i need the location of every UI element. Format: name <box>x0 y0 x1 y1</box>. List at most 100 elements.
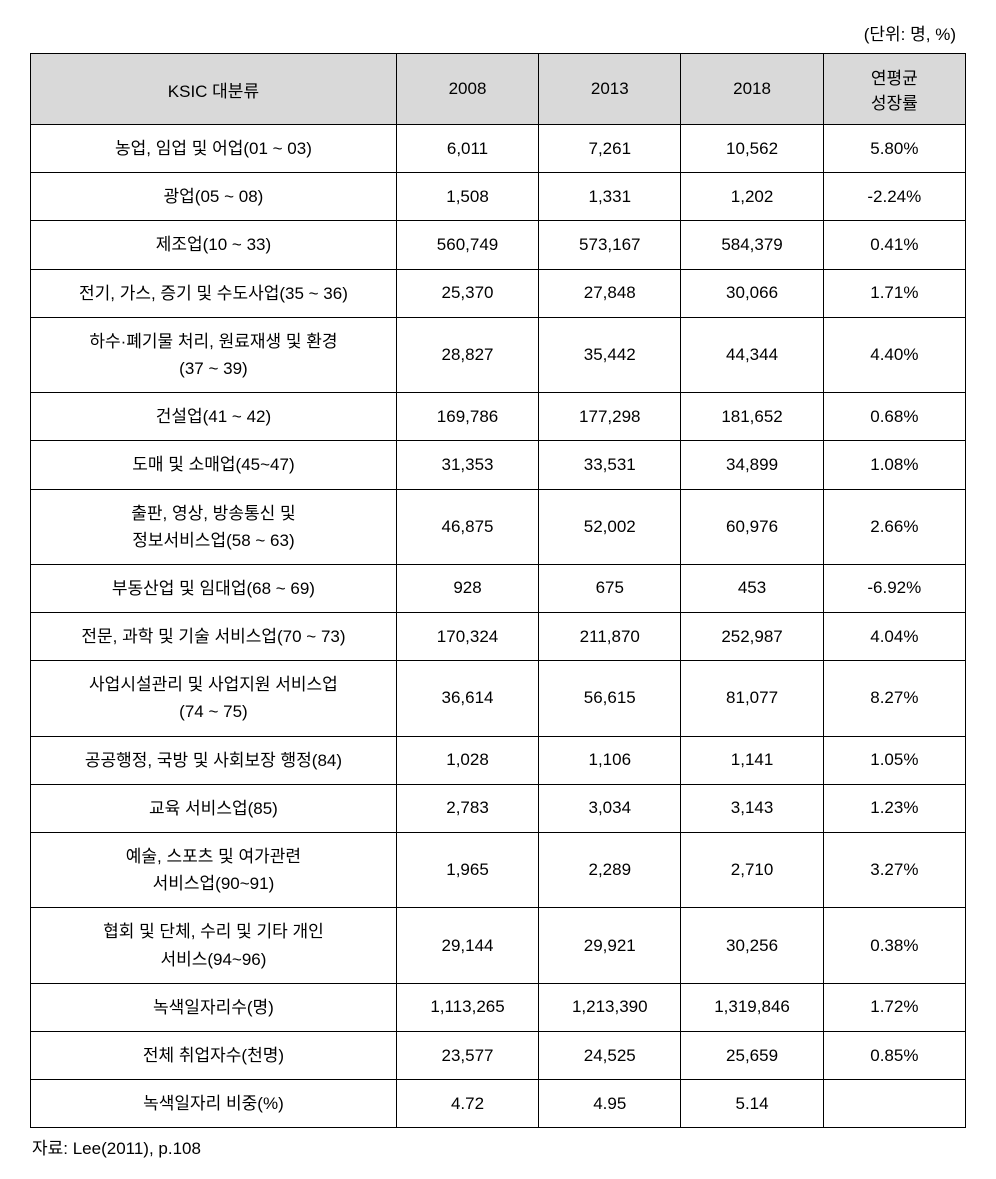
unit-label: (단위: 명, %) <box>30 20 966 45</box>
table-row: 제조업(10 ~ 33)560,749573,167584,3790.41% <box>31 221 966 269</box>
value-cell: 30,066 <box>681 269 823 317</box>
value-cell: 4.72 <box>396 1080 538 1128</box>
value-cell: 24,525 <box>539 1031 681 1079</box>
value-cell: 0.68% <box>823 393 965 441</box>
value-cell: 1.72% <box>823 983 965 1031</box>
table-row: 전기, 가스, 증기 및 수도사업(35 ~ 36)25,37027,84830… <box>31 269 966 317</box>
value-cell: 3,143 <box>681 784 823 832</box>
value-cell: 928 <box>396 564 538 612</box>
value-cell: 8.27% <box>823 661 965 736</box>
value-cell: 36,614 <box>396 661 538 736</box>
value-cell: 60,976 <box>681 489 823 564</box>
table-row: 공공행정, 국방 및 사회보장 행정(84)1,0281,1061,1411.0… <box>31 736 966 784</box>
category-cell: 전문, 과학 및 기술 서비스업(70 ~ 73) <box>31 613 397 661</box>
table-row: 하수·폐기물 처리, 원료재생 및 환경(37 ~ 39)28,82735,44… <box>31 317 966 392</box>
table-row: 부동산업 및 임대업(68 ~ 69)928675453-6.92% <box>31 564 966 612</box>
value-cell: 584,379 <box>681 221 823 269</box>
col-header-growth: 연평균성장률 <box>823 54 965 125</box>
value-cell: 52,002 <box>539 489 681 564</box>
value-cell: 44,344 <box>681 317 823 392</box>
value-cell <box>823 1080 965 1128</box>
table-row: 도매 및 소매업(45~47)31,35333,53134,8991.08% <box>31 441 966 489</box>
category-cell: 전기, 가스, 증기 및 수도사업(35 ~ 36) <box>31 269 397 317</box>
value-cell: 560,749 <box>396 221 538 269</box>
value-cell: 2,289 <box>539 833 681 908</box>
category-cell: 전체 취업자수(천명) <box>31 1031 397 1079</box>
value-cell: 27,848 <box>539 269 681 317</box>
value-cell: 46,875 <box>396 489 538 564</box>
value-cell: 31,353 <box>396 441 538 489</box>
value-cell: 33,531 <box>539 441 681 489</box>
value-cell: 170,324 <box>396 613 538 661</box>
table-row: 사업시설관리 및 사업지원 서비스업(74 ~ 75)36,61456,6158… <box>31 661 966 736</box>
value-cell: 169,786 <box>396 393 538 441</box>
table-row: 녹색일자리 비중(%)4.724.955.14 <box>31 1080 966 1128</box>
category-cell: 하수·폐기물 처리, 원료재생 및 환경(37 ~ 39) <box>31 317 397 392</box>
value-cell: 4.04% <box>823 613 965 661</box>
category-cell: 공공행정, 국방 및 사회보장 행정(84) <box>31 736 397 784</box>
col-header-2018: 2018 <box>681 54 823 125</box>
table-row: 협회 및 단체, 수리 및 기타 개인서비스(94~96)29,14429,92… <box>31 908 966 983</box>
value-cell: 177,298 <box>539 393 681 441</box>
category-cell: 예술, 스포츠 및 여가관련서비스업(90~91) <box>31 833 397 908</box>
value-cell: 1.08% <box>823 441 965 489</box>
category-cell: 협회 및 단체, 수리 및 기타 개인서비스(94~96) <box>31 908 397 983</box>
value-cell: 25,659 <box>681 1031 823 1079</box>
category-cell: 제조업(10 ~ 33) <box>31 221 397 269</box>
table-row: 전체 취업자수(천명)23,57724,52525,6590.85% <box>31 1031 966 1079</box>
value-cell: 453 <box>681 564 823 612</box>
value-cell: 5.14 <box>681 1080 823 1128</box>
value-cell: 675 <box>539 564 681 612</box>
table-row: 녹색일자리수(명)1,113,2651,213,3901,319,8461.72… <box>31 983 966 1031</box>
table-row: 광업(05 ~ 08)1,5081,3311,202-2.24% <box>31 173 966 221</box>
category-cell: 농업, 임업 및 어업(01 ~ 03) <box>31 125 397 173</box>
value-cell: 1,202 <box>681 173 823 221</box>
category-cell: 출판, 영상, 방송통신 및정보서비스업(58 ~ 63) <box>31 489 397 564</box>
value-cell: 56,615 <box>539 661 681 736</box>
category-cell: 녹색일자리 비중(%) <box>31 1080 397 1128</box>
category-cell: 건설업(41 ~ 42) <box>31 393 397 441</box>
table-row: 출판, 영상, 방송통신 및정보서비스업(58 ~ 63)46,87552,00… <box>31 489 966 564</box>
col-header-2008: 2008 <box>396 54 538 125</box>
table-row: 예술, 스포츠 및 여가관련서비스업(90~91)1,9652,2892,710… <box>31 833 966 908</box>
value-cell: 211,870 <box>539 613 681 661</box>
value-cell: 2,783 <box>396 784 538 832</box>
value-cell: 7,261 <box>539 125 681 173</box>
table-row: 교육 서비스업(85)2,7833,0343,1431.23% <box>31 784 966 832</box>
value-cell: 573,167 <box>539 221 681 269</box>
col-header-2013: 2013 <box>539 54 681 125</box>
value-cell: 23,577 <box>396 1031 538 1079</box>
value-cell: 1.71% <box>823 269 965 317</box>
value-cell: -2.24% <box>823 173 965 221</box>
value-cell: 34,899 <box>681 441 823 489</box>
table-body: 농업, 임업 및 어업(01 ~ 03)6,0117,26110,5625.80… <box>31 125 966 1128</box>
value-cell: 4.40% <box>823 317 965 392</box>
table-row: 전문, 과학 및 기술 서비스업(70 ~ 73)170,324211,8702… <box>31 613 966 661</box>
value-cell: 1,141 <box>681 736 823 784</box>
value-cell: 1,106 <box>539 736 681 784</box>
col-header-category: KSIC 대분류 <box>31 54 397 125</box>
value-cell: 28,827 <box>396 317 538 392</box>
value-cell: 2.66% <box>823 489 965 564</box>
table-row: 농업, 임업 및 어업(01 ~ 03)6,0117,26110,5625.80… <box>31 125 966 173</box>
value-cell: 5.80% <box>823 125 965 173</box>
value-cell: 29,144 <box>396 908 538 983</box>
value-cell: 0.38% <box>823 908 965 983</box>
value-cell: 1,508 <box>396 173 538 221</box>
value-cell: 2,710 <box>681 833 823 908</box>
data-table: KSIC 대분류 2008 2013 2018 연평균성장률 농업, 임업 및 … <box>30 53 966 1128</box>
category-cell: 교육 서비스업(85) <box>31 784 397 832</box>
category-cell: 사업시설관리 및 사업지원 서비스업(74 ~ 75) <box>31 661 397 736</box>
value-cell: 181,652 <box>681 393 823 441</box>
value-cell: 1,213,390 <box>539 983 681 1031</box>
value-cell: 1,965 <box>396 833 538 908</box>
value-cell: -6.92% <box>823 564 965 612</box>
value-cell: 1,319,846 <box>681 983 823 1031</box>
value-cell: 6,011 <box>396 125 538 173</box>
value-cell: 30,256 <box>681 908 823 983</box>
value-cell: 3.27% <box>823 833 965 908</box>
value-cell: 81,077 <box>681 661 823 736</box>
value-cell: 35,442 <box>539 317 681 392</box>
value-cell: 3,034 <box>539 784 681 832</box>
value-cell: 1.05% <box>823 736 965 784</box>
